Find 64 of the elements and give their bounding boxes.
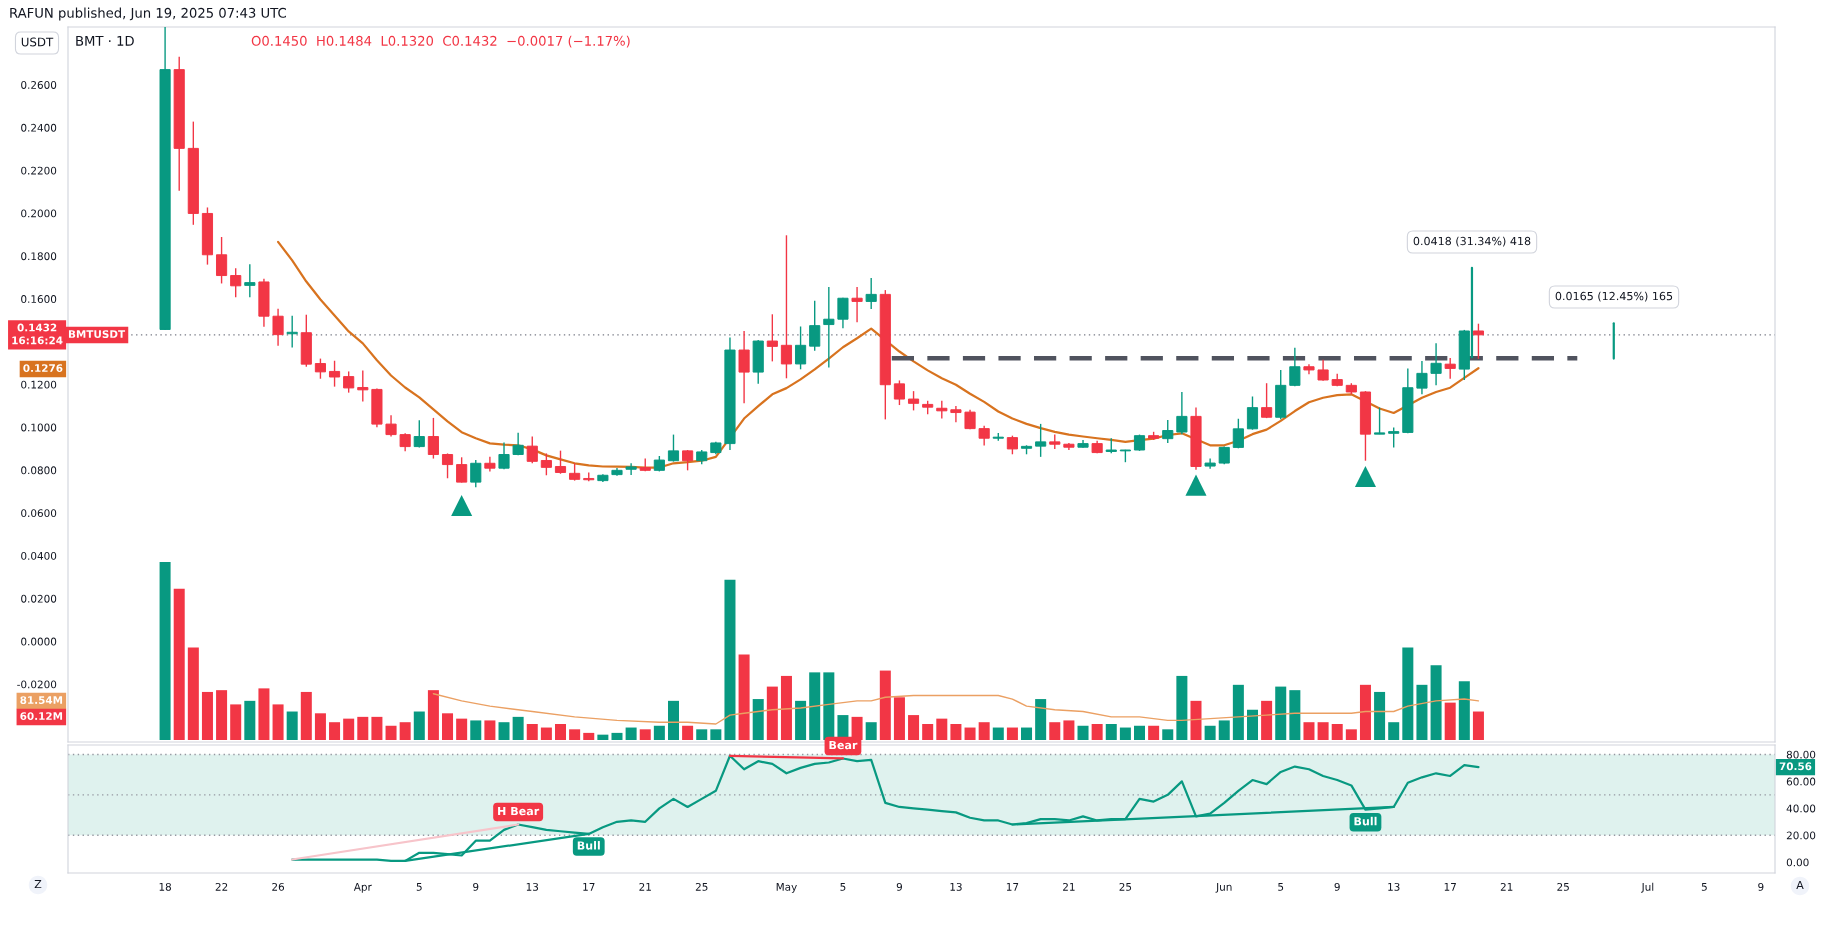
text: 0.1276	[23, 364, 63, 373]
text: A	[1796, 880, 1804, 890]
text: 81.54M	[20, 696, 63, 705]
y-tick-label: 0.0000	[21, 637, 57, 646]
annotation: BMTUSDT	[68, 330, 126, 339]
y-tick-label: -0.0200	[17, 680, 57, 689]
text: 60.12M	[20, 712, 63, 721]
x-tick-label: 17	[583, 883, 595, 891]
x-tick-label: 9	[896, 882, 903, 891]
x-tick-label: 9	[1758, 882, 1764, 891]
y-tick-label: 0.2200	[21, 166, 57, 175]
y-tick-label: 40.00	[1786, 804, 1816, 813]
x-tick-label: 17	[1444, 883, 1456, 891]
y-tick-label: 0.0600	[21, 509, 57, 518]
annotation: 0.0418 (31.34%) 418	[1413, 236, 1531, 247]
x-tick-label: Apr	[353, 883, 372, 893]
text: Z	[34, 879, 42, 889]
x-tick-label: 26	[272, 882, 285, 891]
y-tick-label: 0.0200	[21, 594, 57, 603]
y-tick-label: 0.1800	[21, 252, 57, 261]
text: O0.1450 H0.1484 L0.1320 C0.1432 −0.0017 (−1.17%)	[251, 35, 630, 48]
x-tick-label: 9	[473, 882, 479, 891]
x-tick-label: 5	[416, 883, 422, 891]
y-tick-label: 20.00	[1786, 831, 1816, 840]
x-tick-label: 21	[639, 882, 651, 891]
annotation: H Bear	[498, 806, 540, 816]
x-tick-label: Jun	[1215, 883, 1232, 893]
y-tick-label: 0.1000	[21, 423, 57, 432]
x-tick-label: 25	[695, 882, 708, 891]
annotation: Bull	[1354, 816, 1377, 826]
y-tick-label: 0.1600	[21, 295, 57, 303]
x-tick-label: May	[776, 883, 797, 893]
text: USDT	[21, 37, 54, 47]
x-tick-label: 5	[1701, 883, 1707, 891]
x-tick-label: 9	[1334, 882, 1340, 891]
y-tick-label: 0.00	[1786, 858, 1809, 867]
annotation: 0.0165 (12.45%) 165	[1555, 291, 1673, 302]
annotation: 70.56	[1779, 762, 1812, 771]
text: BMT · 1D	[76, 36, 134, 46]
x-tick-label: Jul	[1641, 882, 1654, 893]
annotation: Bull	[577, 841, 600, 850]
y-tick-label: 60.00	[1786, 777, 1816, 786]
x-tick-label: 21	[1500, 882, 1513, 891]
y-tick-label: 80.00	[1786, 750, 1816, 759]
y-tick-label: 0.2600	[21, 81, 57, 89]
y-tick-label: 0.2400	[21, 123, 57, 132]
y-tick-label: 0.2000	[21, 209, 57, 218]
y-tick-label: 0.0400	[21, 551, 57, 560]
x-tick-label: 13	[950, 882, 962, 891]
x-tick-label: 18	[159, 882, 171, 891]
x-tick-label: 13	[1388, 882, 1400, 891]
x-tick-label: 5	[1278, 883, 1284, 891]
x-tick-label: 22	[215, 882, 228, 891]
x-tick-label: 13	[526, 882, 539, 891]
x-tick-label: 25	[1557, 882, 1569, 891]
ref-line-label: 0.1432 16:16:24	[12, 323, 63, 345]
y-tick-label: 0.1200	[21, 380, 57, 389]
y-tick-label: 0.0800	[21, 466, 57, 475]
x-tick-label: 25	[1119, 882, 1132, 891]
annotation: Bear	[829, 740, 858, 750]
x-tick-label: 21	[1063, 882, 1075, 891]
x-tick-label: 17	[1006, 883, 1019, 891]
x-tick-label: 5	[840, 883, 846, 891]
text: RAFUN published, Jun 19, 2025 07:43 UTC	[10, 7, 286, 21]
